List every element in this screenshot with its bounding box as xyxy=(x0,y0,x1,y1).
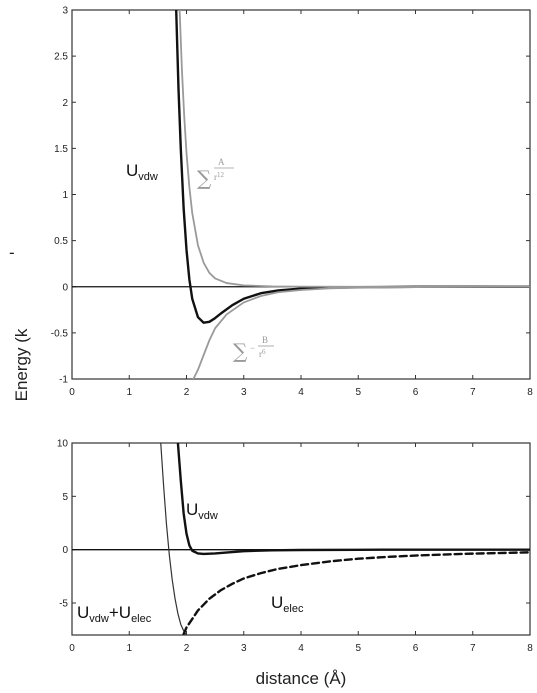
y-tick-label: 3 xyxy=(62,6,68,17)
y-tick-label: 1 xyxy=(62,190,68,201)
top-series xyxy=(174,10,530,379)
series-line-repulsive xyxy=(178,10,530,288)
y-tick-label: 0.5 xyxy=(54,236,68,247)
x-tick-label: 0 xyxy=(69,387,75,398)
x-tick-label: 4 xyxy=(298,387,304,398)
top-panel: 0 1 2 3 4 5 6 7 8 -1 -0.5 0 0.5 1 1.5 2 2.5 3 Uvdw ∑ A r1… xyxy=(51,6,533,399)
bottom-uvdw-label: Uvdw xyxy=(186,500,218,522)
y-tick-label: 0 xyxy=(62,282,68,293)
repulsive-numerator: A xyxy=(218,157,225,167)
x-tick-label: 1 xyxy=(126,387,132,398)
top-axes-frame xyxy=(71,9,531,380)
x-tick-label: 5 xyxy=(355,387,361,398)
x-tick-label: 3 xyxy=(241,643,247,654)
y-tick-label: 5 xyxy=(62,492,68,503)
attractive-numerator: B xyxy=(262,335,268,345)
repulsive-denominator: r12 xyxy=(214,171,225,182)
bottom-sum-label: Uvdw+Uelec xyxy=(77,603,152,625)
y-tick-label: -5 xyxy=(59,599,68,610)
x-tick-label: 7 xyxy=(470,643,476,654)
attractive-minus: − xyxy=(250,343,255,353)
x-tick-label: 8 xyxy=(527,643,533,654)
series-line-uvdw xyxy=(174,10,530,324)
y-axis-label-fragment: - xyxy=(9,243,15,262)
x-tick-label: 3 xyxy=(241,387,247,398)
y-tick-label: 10 xyxy=(57,439,69,450)
top-uvdw-label: Uvdw xyxy=(126,161,158,183)
y-tick-label: -1 xyxy=(59,375,68,386)
x-tick-label: 6 xyxy=(413,643,419,654)
y-tick-label: 1.5 xyxy=(54,144,68,155)
bottom-uelec-label: Uelec xyxy=(271,593,304,615)
x-tick-label: 4 xyxy=(298,643,304,654)
y-tick-label: -0.5 xyxy=(51,328,69,339)
x-tick-label: 6 xyxy=(413,387,419,398)
x-tick-label: 2 xyxy=(184,643,190,654)
top-ticks: 0 1 2 3 4 5 6 7 8 -1 -0.5 0 0.5 1 1.5 2 2.5 3 xyxy=(51,6,533,399)
y-tick-label: 2 xyxy=(62,98,68,109)
bottom-series xyxy=(160,443,530,635)
series-line-uvdw-uelec xyxy=(160,443,188,635)
x-tick-label: 1 xyxy=(126,643,132,654)
x-axis-label: distance (Å) xyxy=(256,669,347,688)
x-tick-label: 7 xyxy=(470,387,476,398)
x-tick-label: 5 xyxy=(355,643,361,654)
y-axis-label: Energy (k xyxy=(12,328,31,401)
x-tick-label: 0 xyxy=(69,643,75,654)
series-line-attractive xyxy=(192,285,530,379)
repulsive-term-label: ∑ A r12 xyxy=(197,157,234,190)
series-line-uelec xyxy=(182,551,530,635)
attractive-term-label: ∑ − B r6 xyxy=(233,335,274,363)
y-tick-label: 2.5 xyxy=(54,52,68,63)
x-tick-label: 8 xyxy=(527,387,533,398)
bottom-panel: 0 1 2 3 4 5 6 7 8 -5 0 5 10 Uvdw Uvdw+Uelec Uelec di… xyxy=(57,439,533,689)
attractive-sum-symbol: ∑ xyxy=(233,339,248,363)
series-line-uvdw xyxy=(176,443,530,556)
x-tick-label: 2 xyxy=(184,387,190,398)
repulsive-sum-symbol: ∑ xyxy=(197,166,212,190)
bottom-ticks: 0 1 2 3 4 5 6 7 8 -5 0 5 10 xyxy=(57,439,533,655)
attractive-denominator: r6 xyxy=(259,348,266,359)
y-tick-label: 0 xyxy=(62,545,68,556)
